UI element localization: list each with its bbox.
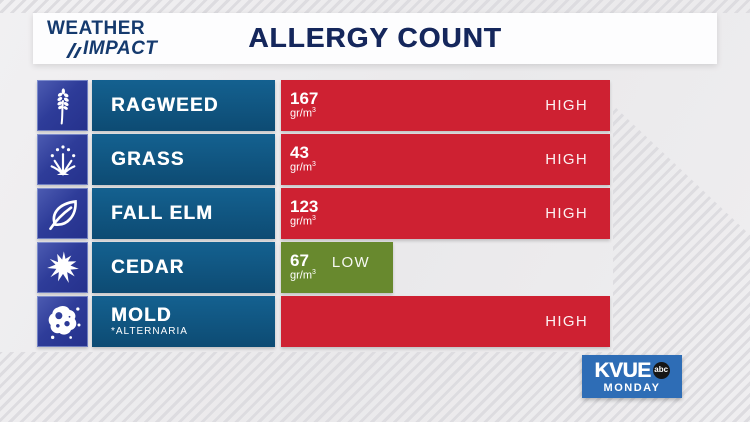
allergen-subname: *ALTERNARIA — [111, 326, 188, 337]
allergen-name: CEDAR — [111, 257, 185, 278]
allergen-label-box: RAGWEED — [92, 80, 275, 131]
logo-impact-text: IMPACT — [66, 39, 157, 58]
mold-spore-icon — [37, 296, 88, 347]
level-badge: HIGH — [545, 313, 588, 330]
hatch-texture-top — [0, 0, 750, 13]
allergen-label-box: MOLD *ALTERNARIA — [92, 296, 275, 347]
station-call-letters: KVUE abc — [594, 358, 670, 382]
logo-weather-text: WEATHER — [47, 18, 146, 39]
reading-value: 123 gr/m3 — [290, 197, 319, 228]
station-bug: KVUE abc MONDAY — [582, 355, 682, 398]
level-bar: 67 gr/m3 LOW — [281, 242, 393, 293]
level-badge: HIGH — [545, 97, 588, 114]
allergy-row-mold: MOLD *ALTERNARIA HIGH — [37, 296, 610, 347]
allergy-row-grass: GRASS 43 gr/m3 HIGH — [37, 134, 610, 185]
leaf-icon — [37, 188, 88, 239]
level-badge: HIGH — [545, 205, 588, 222]
reading-value: 67 gr/m3 — [290, 251, 316, 282]
ragweed-icon — [37, 80, 88, 131]
reading-unit: gr/m3 — [290, 269, 316, 282]
weather-impact-logo: WEATHER IMPACT — [47, 19, 157, 58]
station-day-label: MONDAY — [603, 381, 661, 394]
level-badge: LOW — [331, 254, 370, 271]
allergen-name: MOLD — [111, 305, 172, 326]
allergen-label-box: FALL ELM — [92, 188, 275, 239]
allergen-name: RAGWEED — [111, 95, 219, 116]
cedar-icon — [37, 242, 88, 293]
reading-value: 167 gr/m3 — [290, 89, 319, 120]
allergen-name: GRASS — [111, 149, 185, 170]
level-bar: 43 gr/m3 HIGH — [281, 134, 610, 185]
level-bar: 123 gr/m3 HIGH — [281, 188, 610, 239]
allergen-label-box: CEDAR — [92, 242, 275, 293]
allergy-row-fall-elm: FALL ELM 123 gr/m3 HIGH — [37, 188, 610, 239]
reading-value: 43 gr/m3 — [290, 143, 316, 174]
header-bar: WEATHER IMPACT ALLERGY COUNT — [33, 13, 717, 64]
allergen-label-box: GRASS — [92, 134, 275, 185]
level-bar: 167 gr/m3 HIGH — [281, 80, 610, 131]
level-badge: HIGH — [545, 151, 588, 168]
level-bar: HIGH — [281, 296, 610, 347]
allergy-rows: RAGWEED 167 gr/m3 HIGH — [37, 80, 610, 350]
abc-network-icon: abc — [652, 361, 670, 379]
allergy-row-cedar: CEDAR 67 gr/m3 LOW — [37, 242, 610, 293]
allergen-name: FALL ELM — [111, 203, 214, 224]
reading-unit: gr/m3 — [290, 161, 316, 174]
allergy-row-ragweed: RAGWEED 167 gr/m3 HIGH — [37, 80, 610, 131]
page-title: ALLERGY COUNT — [248, 22, 502, 53]
reading-unit: gr/m3 — [290, 107, 316, 120]
grass-icon — [37, 134, 88, 185]
reading-unit: gr/m3 — [290, 215, 316, 228]
